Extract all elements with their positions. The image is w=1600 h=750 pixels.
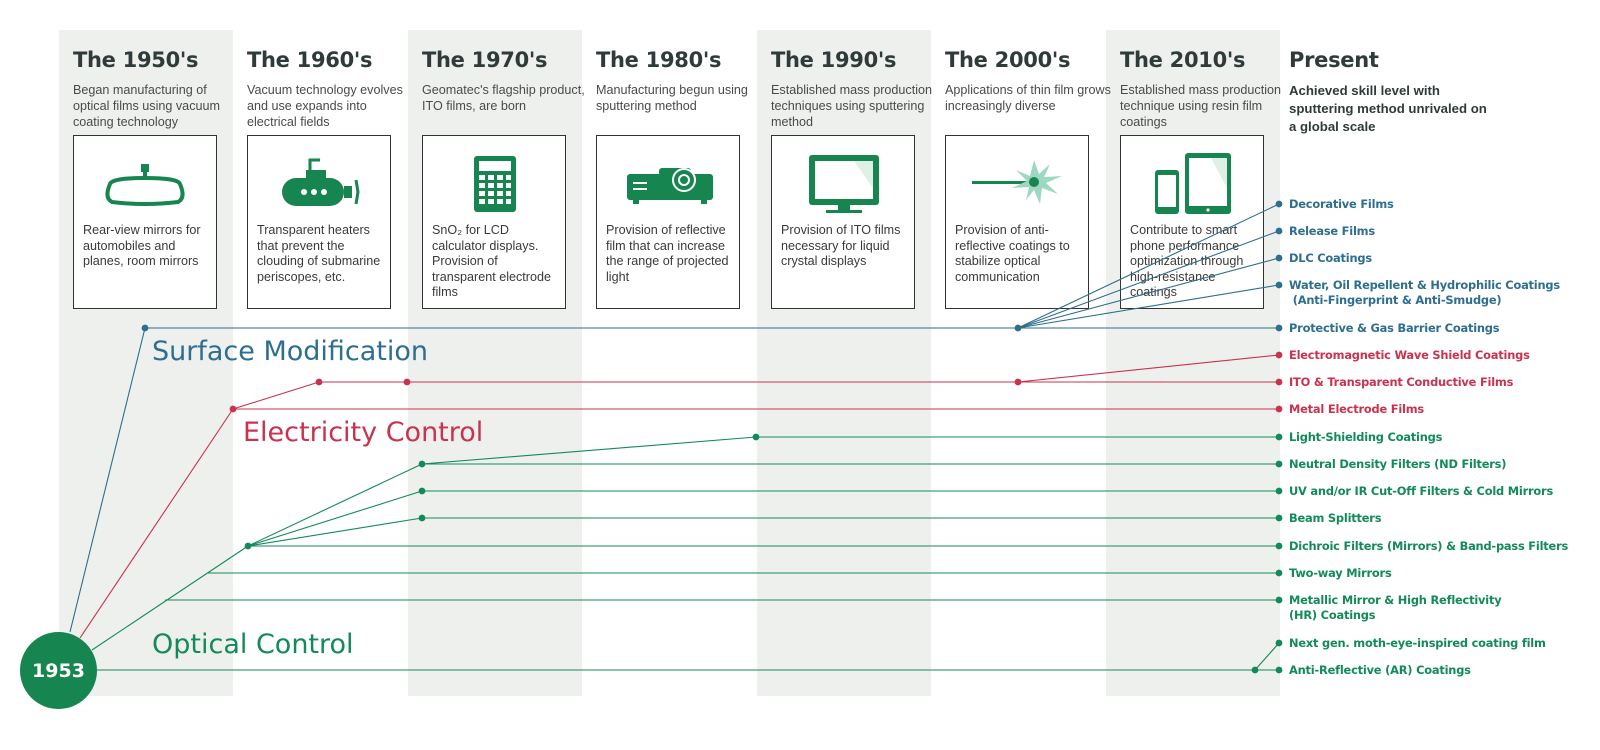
era-column-1980s: The 1980's Manufacturing begun using spu… [596,44,764,134]
outcome-protective-gas-barrier: Protective & Gas Barrier Coatings [1289,321,1500,335]
outcome-metallic-mirror: Metallic Mirror & High Reflectivity (HR)… [1289,593,1502,623]
card-text: Provision of reflective film that can in… [606,223,729,284]
card-text: SnO₂ for LCD calculator displays. Provis… [432,223,552,300]
outcome-dlc-coatings: DLC Coatings [1289,251,1372,265]
electricity-branch [79,354,1280,639]
submarine-icon [282,158,360,206]
outcome-nd-filters: Neutral Density Filters (ND Filters) [1289,457,1507,471]
origin-year-badge: 1953 [20,632,97,709]
rear-view-mirror-icon [105,164,185,206]
outcome-water-oil-repellent: Water, Oil Repellent & Hydrophilic Coati… [1289,278,1560,308]
category-surface-modification: Surface Modification [152,336,429,367]
card-1960s: Transparent heaters that prevent the clo… [247,135,391,309]
calculator-icon [474,156,516,212]
outcome-line: Metallic Mirror & High Reflectivity [1289,593,1502,607]
era-description: Began manufacturing of optical films usi… [73,83,220,129]
category-electricity-control: Electricity Control [243,417,484,448]
era-title: The 1950's [73,48,199,72]
category-optical-control: Optical Control [152,629,354,660]
card-text: Transparent heaters that prevent the clo… [257,223,381,284]
card-text: Provision of ITO films necessary for liq… [781,223,901,269]
outcome-metal-electrode-films: Metal Electrode Films [1289,402,1424,416]
outcome-line: (Anti-Fingerprint & Anti-Smudge) [1289,293,1502,307]
era-title: The 2000's [945,48,1071,72]
card-text: Provision of anti-reflective coatings to… [955,223,1070,284]
era-title: The 1980's [596,48,722,72]
era-title: The 1990's [771,48,897,72]
projector-icon [627,168,713,204]
outcome-line: Water, Oil Repellent & Hydrophilic Coati… [1289,278,1560,292]
era-column-1950s: The 1950's Began manufacturing of optica… [73,44,241,134]
card-text: Contribute to smart phone performance op… [1130,223,1244,300]
monitor-icon [809,155,879,213]
outcome-em-wave-shield: Electromagnetic Wave Shield Coatings [1289,348,1530,362]
era-column-2010s: The 2010's Established mass production t… [1120,44,1288,134]
era-column-present: Present Achieved skill level with sputte… [1289,44,1489,134]
card-text: Rear-view mirrors for automobiles and pl… [83,223,201,269]
era-title: The 1970's [422,48,548,72]
era-description: Vacuum technology evolves and use expand… [247,83,403,129]
era-column-1970s: The 1970's Geomatec's flagship product, … [422,44,590,134]
card-1990s: Provision of ITO films necessary for liq… [771,135,915,309]
card-2000s: Provision of anti-reflective coatings to… [945,135,1089,309]
outcome-anti-reflective: Anti-Reflective (AR) Coatings [1289,663,1471,677]
era-description: Established mass production technique us… [1120,83,1282,129]
outcome-decorative-films: Decorative Films [1289,197,1394,211]
outcome-line: (HR) Coatings [1289,608,1376,622]
era-description: Applications of thin film grows increasi… [945,83,1111,113]
era-column-1960s: The 1960's Vacuum technology evolves and… [247,44,415,134]
era-title: The 1960's [247,48,373,72]
smartphone-tablet-icon [1155,153,1231,214]
era-column-2000s: The 2000's Applications of thin film gro… [945,44,1113,134]
era-column-1990s: The 1990's Established mass production t… [771,44,939,134]
era-description: Manufacturing begun using sputtering met… [596,83,748,113]
outcome-dichroic-filters: Dichroic Filters (Mirrors) & Band-pass F… [1289,539,1569,553]
card-1950s: Rear-view mirrors for automobiles and pl… [73,135,217,309]
era-title: Present [1289,48,1379,72]
outcome-release-films: Release Films [1289,224,1375,238]
outcome-uv-ir-cutoff: UV and/or IR Cut-Off Filters & Cold Mirr… [1289,484,1554,498]
outcome-moth-eye-film: Next gen. moth-eye-inspired coating film [1289,636,1546,650]
card-1980s: Provision of reflective film that can in… [596,135,740,309]
laser-icon [972,160,1062,204]
era-description: Achieved skill level with sputtering met… [1289,83,1487,134]
outcome-ito-conductive-films: ITO & Transparent Conductive Films [1289,375,1514,389]
era-title: The 2010's [1120,48,1246,72]
outcome-beam-splitters: Beam Splitters [1289,511,1382,525]
era-description: Established mass production techniques u… [771,83,933,129]
card-1970s: SnO₂ for LCD calculator displays. Provis… [422,135,566,309]
era-description: Geomatec's flagship product, ITO films, … [422,83,585,113]
optical-branch [91,436,1280,671]
outcome-light-shielding: Light-Shielding Coatings [1289,430,1443,444]
outcome-two-way-mirrors: Two-way Mirrors [1289,566,1392,580]
surface-branch [69,203,1280,633]
